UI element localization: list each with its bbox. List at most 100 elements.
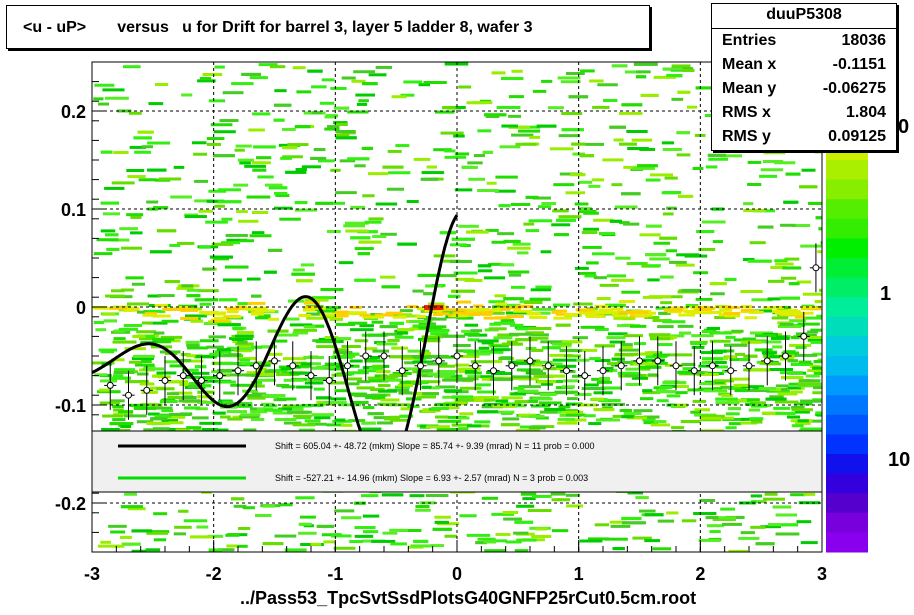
heatmap-cell [324,127,340,131]
heatmap-cell [250,417,265,421]
heatmap-cell [339,159,356,163]
heatmap-cell [432,527,453,531]
heatmap-cell [582,245,602,249]
heatmap-cell [217,380,236,384]
heatmap-cell [292,404,312,408]
heatmap-cell [633,362,656,366]
profile-point [286,341,299,391]
heatmap-cell [388,171,411,175]
heatmap-cell [443,149,456,153]
heatmap-cell [296,279,313,283]
heatmap-cell [206,345,224,349]
heatmap-cell [467,375,482,379]
heatmap-cell [389,418,410,422]
heatmap-cell [347,110,369,114]
heatmap-cell [525,195,539,199]
heatmap-cell [579,539,603,543]
heatmap-cell [341,516,362,520]
heatmap-cell [129,145,146,149]
heatmap-cell [261,394,286,398]
heatmap-cell [191,371,210,375]
heatmap-cell [169,243,181,247]
data-point [271,357,278,365]
heatmap-cell [475,307,490,311]
data-point [344,362,351,370]
heatmap-cell [533,375,554,379]
heatmap-cell [336,122,348,126]
heatmap-cell [500,303,521,307]
heatmap-cell [744,316,757,320]
heatmap-cell [179,383,191,387]
heatmap-cell [287,143,309,147]
heatmap-cell [603,98,618,102]
heatmap-cell [800,541,818,545]
heatmap-cell [665,249,678,253]
profile-point [688,346,701,396]
heatmap-cell [280,156,292,160]
heatmap-cell [147,141,171,145]
heatmap-cell [512,242,531,246]
heatmap-cell [481,496,499,500]
heatmap-cell [621,290,641,294]
heatmap-cell [722,522,742,526]
heatmap-cell [762,160,784,164]
heatmap-cell [289,371,313,375]
heatmap-cell [199,384,212,388]
heatmap-cell [618,348,639,352]
heatmap-cell [361,421,376,425]
heatmap-cell [381,493,404,497]
heatmap-cell [609,125,626,129]
heatmap-cell [579,271,596,275]
heatmap-cell [372,235,387,239]
heatmap-cell [333,546,356,550]
heatmap-cell [230,497,245,501]
heatmap-cell [226,544,238,548]
heatmap-cell [110,530,126,534]
data-point [690,367,698,375]
heatmap-cell [528,219,553,223]
heatmap-cell [653,420,667,424]
heatmap-cell [164,360,178,364]
heatmap-cell [349,305,362,309]
heatmap-cell [93,320,105,324]
heatmap-cell [334,418,346,422]
heatmap-cell [516,327,528,331]
heatmap-cell [532,89,547,93]
heatmap-cell [662,381,687,385]
colorbar-label: 10 [888,449,910,471]
heatmap-cell [724,277,737,281]
heatmap-cell [630,261,645,265]
heatmap-cell [516,538,537,542]
heatmap-cell [117,410,134,414]
heatmap-cell [653,75,676,79]
stat-row-rms-y: RMS y 0.09125 [722,128,886,150]
heatmap-cell [238,345,252,349]
heatmap-cell [639,367,651,371]
data-point [581,372,589,380]
heatmap-cell [431,406,449,410]
heatmap-cell [136,420,154,424]
heatmap-cell [186,294,201,298]
heatmap-cell [164,280,180,284]
heatmap-cell [222,400,234,404]
heatmap-cell [531,333,549,337]
heatmap-cell [298,313,312,317]
heatmap-cell [701,220,726,224]
heatmap-cell [450,243,467,247]
heatmap-cell [436,427,458,431]
heatmap-cell [593,276,607,280]
heatmap-cell [491,512,515,516]
heatmap-cell [573,302,593,306]
heatmap-cell [574,348,598,352]
heatmap-cell [311,296,336,300]
heatmap-cell [731,329,744,333]
heatmap-cell [581,231,598,235]
heatmap-cell [186,426,202,430]
heatmap-cell [540,250,552,254]
heatmap-cell [546,362,563,366]
heatmap-cell [810,328,822,332]
heatmap-cell [301,362,312,366]
heatmap-cell [749,331,774,335]
heatmap-cell [794,410,810,414]
heatmap-cell [217,368,235,372]
